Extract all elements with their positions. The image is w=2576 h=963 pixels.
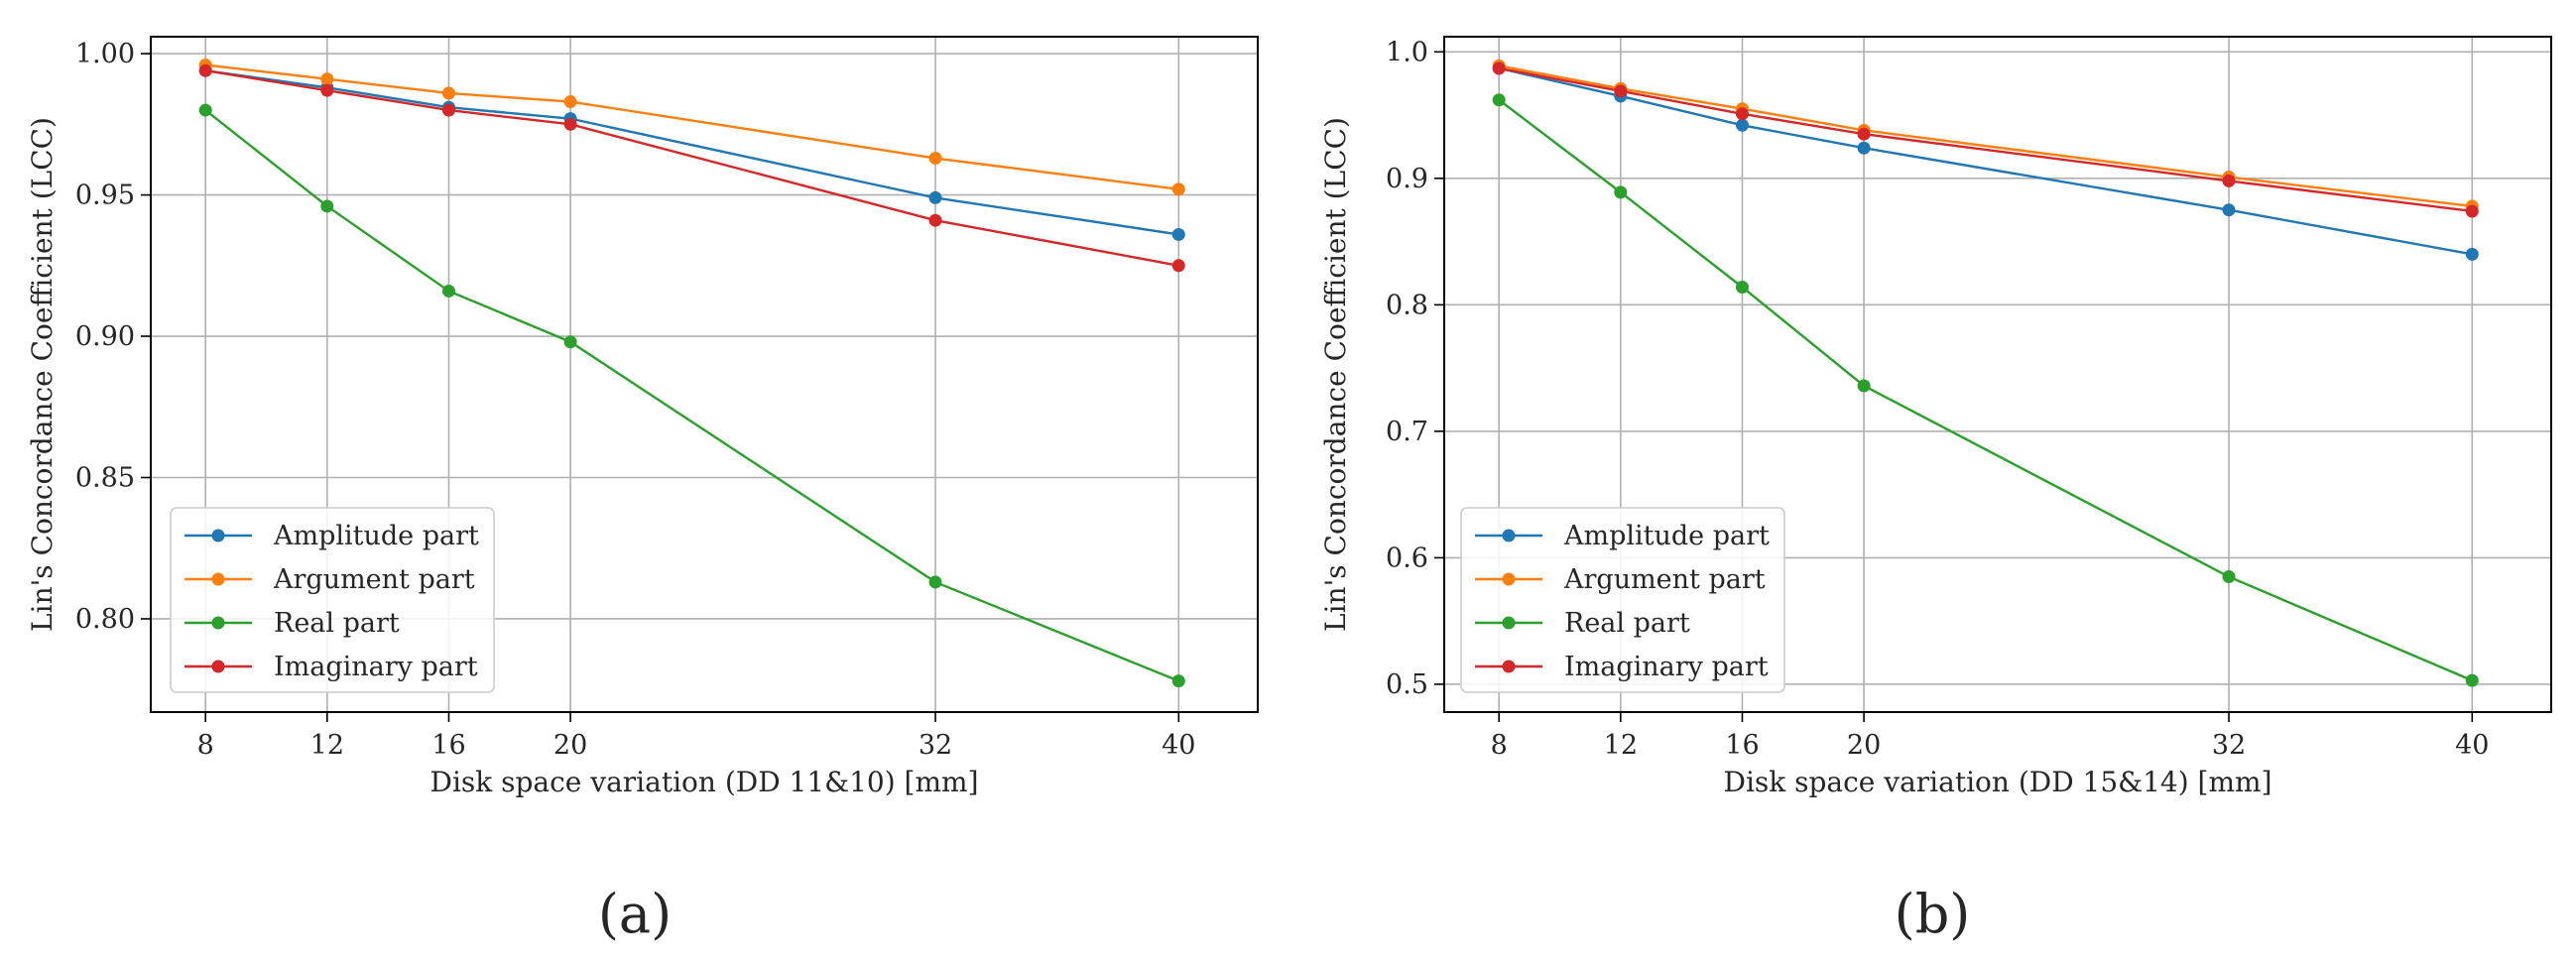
legend-marker [211,616,225,630]
legend-label: Amplitude part [1563,521,1770,551]
series-line [1498,66,2473,213]
y-axis-label: Lin's Concordance Coefficient (LCC) [1319,117,1352,632]
data-point [320,83,334,97]
chart-panel-b: 8 12 16 20 32 40 0.5 0.6 0.7 0.8 0.9 1.0 Disk space … [1319,36,2552,945]
x-tick-label: 8 [197,730,214,761]
y-axis-label: Lin's Concordance Coefficient (LCC) [26,117,59,632]
legend: Amplitude part Argument part Real part Imag… [170,507,495,693]
series-line [1498,98,2473,682]
data-point [563,117,577,131]
series-line [205,69,1179,236]
data-point [1614,84,1628,98]
data-point [563,95,577,109]
legend-label: Imaginary part [1564,652,1769,682]
y-tick-label: 0.85 [75,463,135,494]
data-point [1492,61,1506,75]
legend-label: Real part [274,608,400,639]
data-point [1614,185,1628,199]
data-point [928,575,942,589]
y-tick-label: 1.00 [75,39,135,69]
legend-marker [1502,660,1516,673]
x-tick-label: 16 [431,730,465,761]
plot-frame [1443,36,2552,713]
panel-label: (a) [598,883,672,945]
data-point [1857,141,1871,155]
legend-box [170,507,495,693]
data-point [1171,259,1185,273]
y-tick-label: 0.95 [75,181,135,211]
legend-box [1460,507,1785,693]
legend-label: Argument part [273,564,475,595]
data-point [1735,281,1749,295]
data-point [1857,379,1871,393]
data-point [320,199,334,213]
data-point [1735,118,1749,132]
series-line [1498,64,2473,208]
x-tick-label: 32 [919,730,952,761]
data-point [198,63,212,77]
legend-marker [211,529,225,542]
data-point [1171,674,1185,688]
chart-panel-a: 8 12 16 20 32 40 0.80 0.85 0.90 0.95 1.00 Disk spac… [26,36,1259,945]
data-point [2222,203,2236,217]
legend-label: Amplitude part [273,521,479,551]
series-line [204,109,1179,682]
legend-marker [211,572,225,586]
legend: Amplitude part Argument part Real part Imag… [1460,507,1785,693]
plot-frame [150,36,1259,713]
data-point [441,103,455,117]
data-point [441,284,455,298]
legend-marker [1502,616,1516,630]
x-tick-label: 40 [2455,730,2489,761]
legend-marker [211,660,225,673]
legend-label: Imaginary part [274,652,478,682]
y-tick-label: 0.5 [1386,669,1428,700]
data-point [1492,93,1506,107]
data-point [1171,182,1185,196]
data-point [441,86,455,100]
x-tick-label: 20 [1847,730,1881,761]
x-axis-label: Disk space variation (DD 11&10) [mm] [430,766,979,798]
x-tick-label: 20 [553,730,587,761]
data-point [928,152,942,166]
data-point [2465,247,2479,261]
data-point [563,335,577,349]
y-tick-label: 0.9 [1386,164,1428,194]
x-tick-label: 8 [1491,730,1508,761]
y-tick-label: 0.6 [1386,542,1428,573]
data-point [928,213,942,227]
x-tick-label: 40 [1162,730,1195,761]
x-tick-label: 12 [1604,730,1638,761]
series-line [204,69,1179,267]
y-tick-label: 0.90 [75,321,135,352]
data-point [1171,227,1185,241]
x-tick-label: 12 [310,730,344,761]
y-tick-label: 0.7 [1386,417,1428,447]
series-line [1498,66,2473,256]
data-point [2465,204,2479,218]
x-tick-label: 32 [2212,730,2246,761]
legend-marker [1502,572,1516,586]
legend-marker [1502,529,1516,542]
y-tick-label: 0.8 [1386,290,1428,320]
data-point [2465,673,2479,687]
data-point [1735,107,1749,121]
legend-label: Real part [1564,608,1690,639]
data-point [2222,570,2236,584]
y-tick-label: 0.80 [75,604,135,635]
series-line [205,63,1179,191]
y-tick-label: 1.0 [1386,37,1428,67]
data-point [1857,127,1871,141]
data-point [928,190,942,204]
data-point [2222,174,2236,187]
x-axis-label: Disk space variation (DD 15&14) [mm] [1724,766,2272,798]
x-tick-label: 16 [1725,730,1759,761]
legend-label: Argument part [1563,564,1766,595]
panel-label: (b) [1895,883,1971,945]
data-point [320,72,334,86]
data-point [198,103,212,117]
